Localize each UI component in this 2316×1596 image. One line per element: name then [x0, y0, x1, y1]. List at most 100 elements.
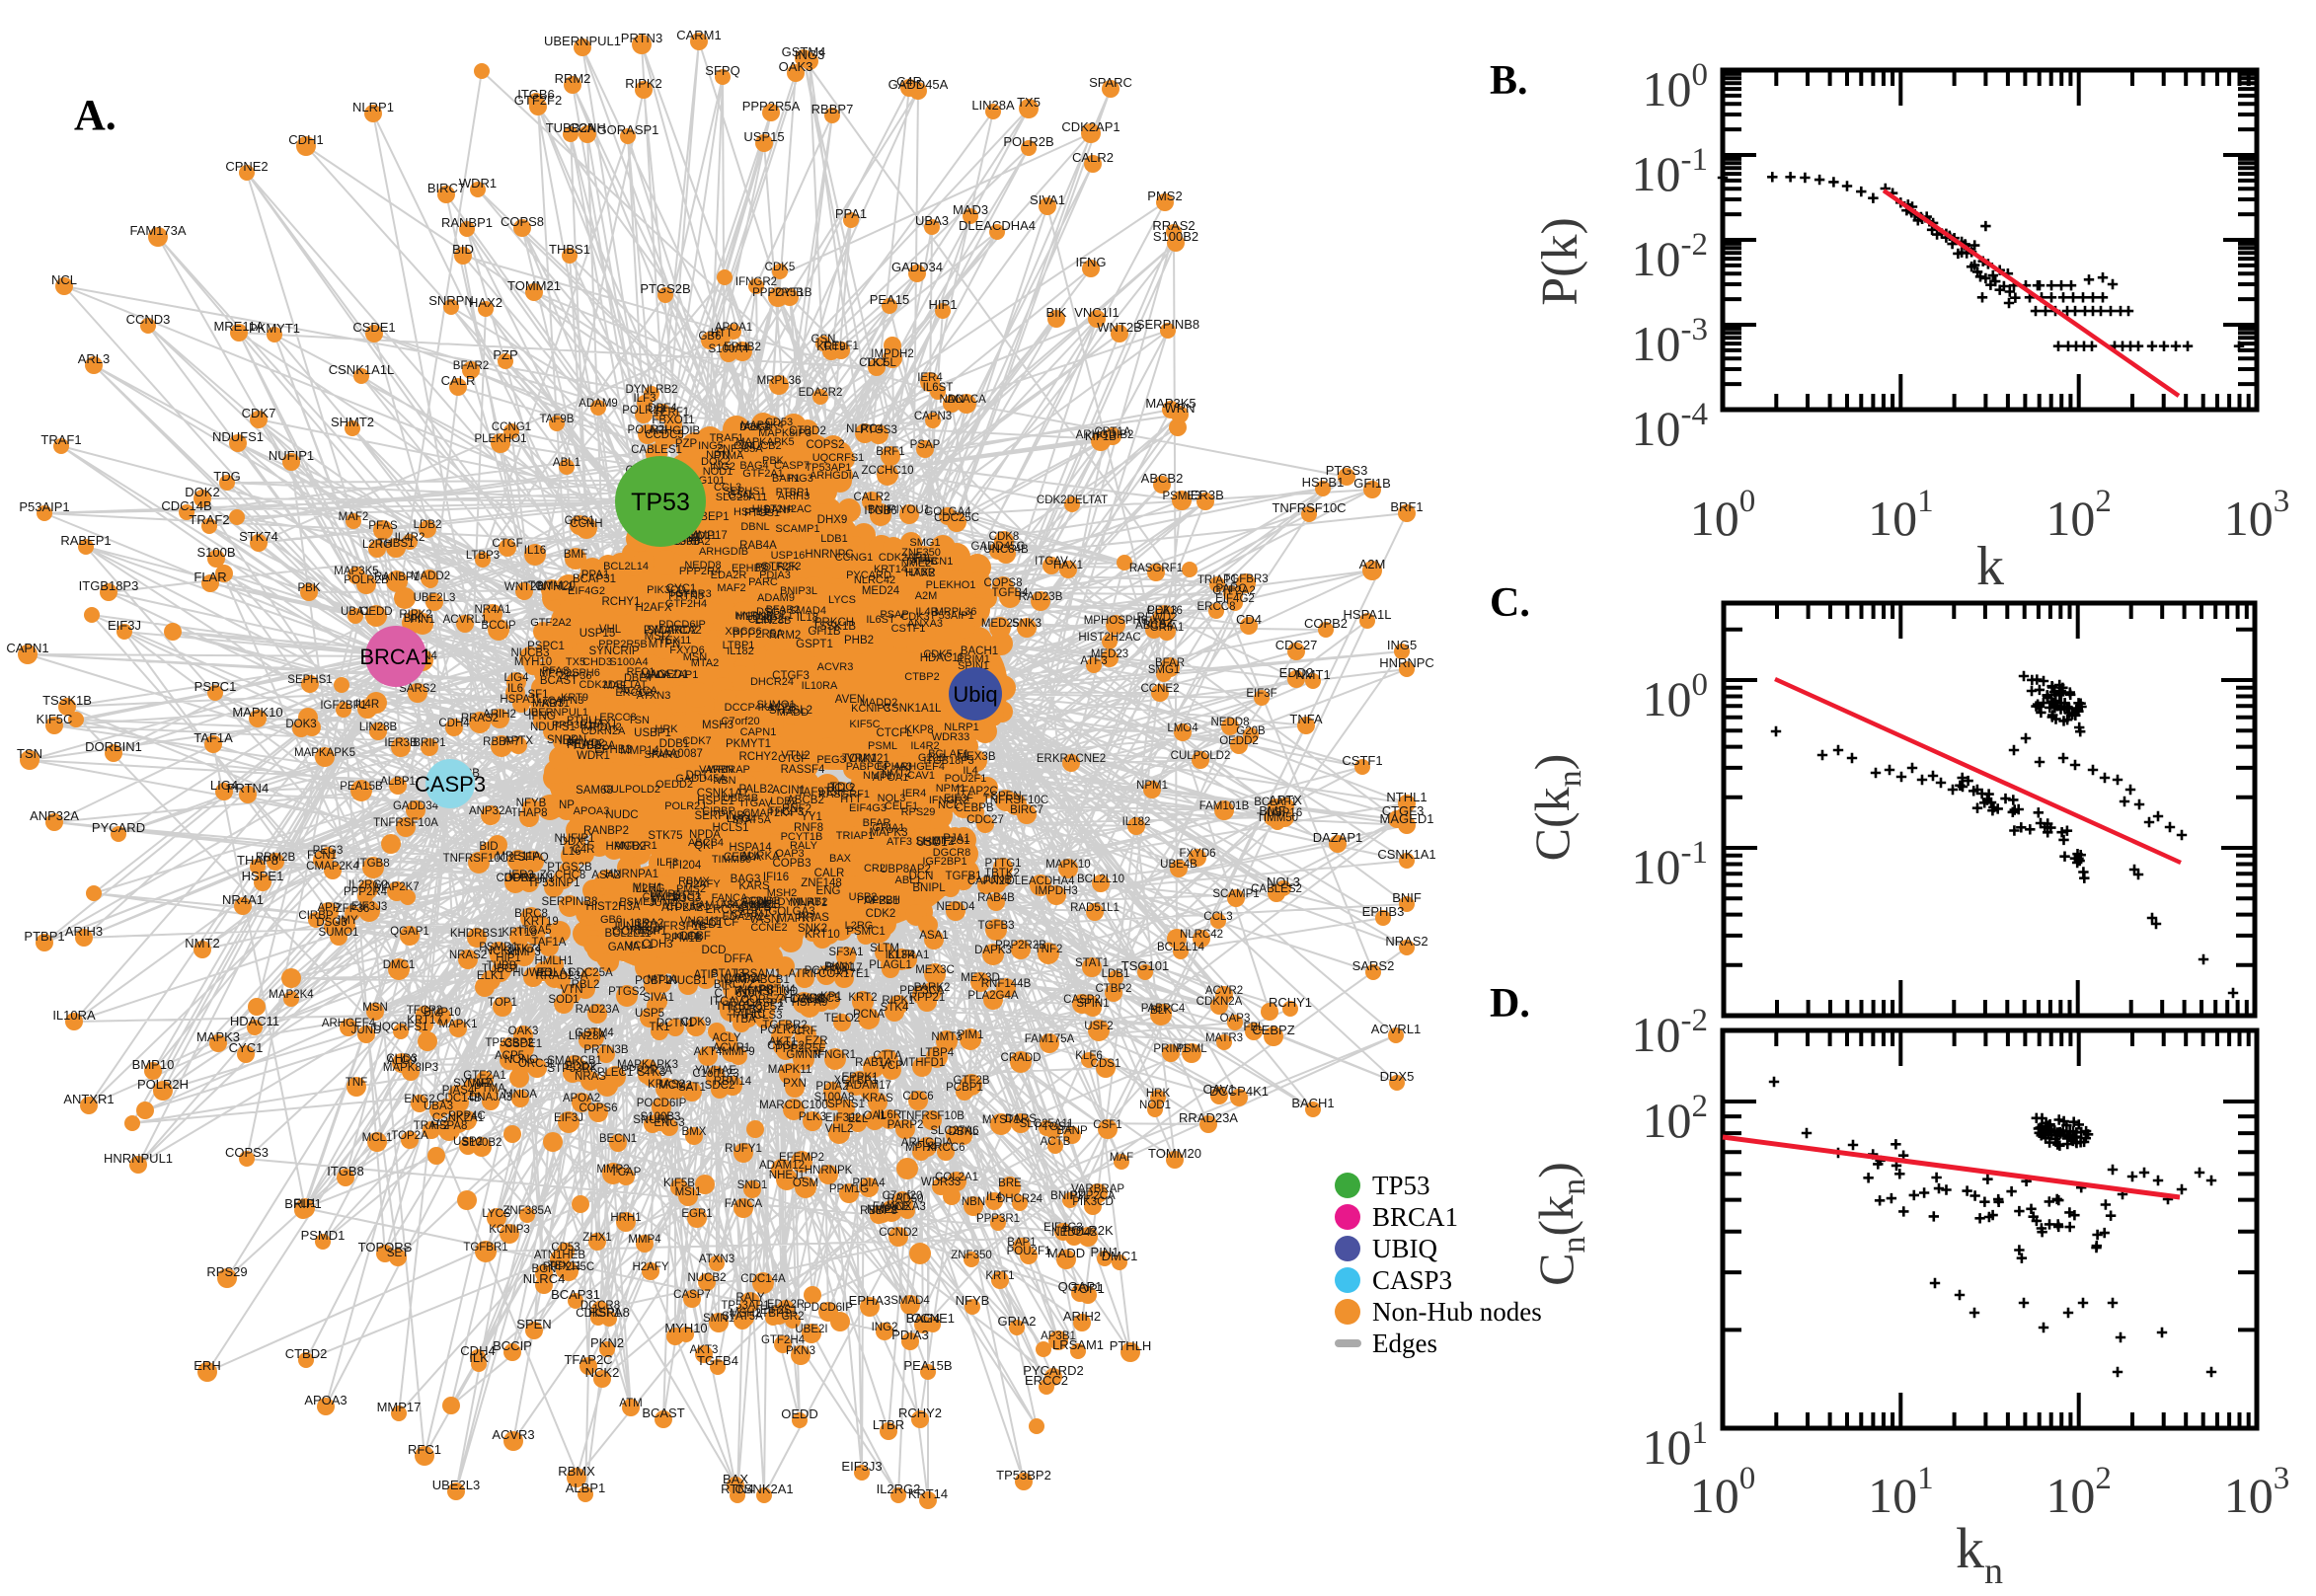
svg-text:TP53BP2: TP53BP2 — [485, 1037, 533, 1049]
svg-text:BIRC8: BIRC8 — [514, 908, 548, 920]
svg-text:ZCCHC10: ZCCHC10 — [861, 465, 913, 477]
svg-text:POLR2B: POLR2B — [1003, 134, 1053, 149]
svg-text:NCK2: NCK2 — [485, 946, 515, 957]
svg-text:CIRBP: CIRBP — [702, 805, 735, 817]
svg-text:NOD1: NOD1 — [1139, 1100, 1171, 1111]
svg-text:QGAP1: QGAP1 — [390, 926, 429, 938]
svg-text:BACH1: BACH1 — [1291, 1096, 1334, 1110]
svg-text:STK4: STK4 — [881, 1002, 909, 1014]
svg-text:CDC14A: CDC14A — [740, 1273, 786, 1285]
svg-text:BCL2L14: BCL2L14 — [603, 561, 649, 572]
svg-text:PSPC1: PSPC1 — [527, 641, 565, 652]
svg-text:CCL3: CCL3 — [1203, 911, 1232, 923]
svg-text:OSM: OSM — [793, 1178, 818, 1189]
svg-text:EDD2: EDD2 — [566, 1061, 596, 1073]
svg-text:HSPB1: HSPB1 — [1302, 475, 1345, 490]
svg-text:CCNG1: CCNG1 — [835, 552, 874, 564]
svg-text:CDK5: CDK5 — [765, 262, 796, 273]
svg-text:ANTXR1: ANTXR1 — [63, 1092, 114, 1106]
svg-text:SMN1: SMN1 — [703, 1313, 734, 1325]
svg-text:TNF: TNF — [346, 1077, 367, 1089]
svg-text:ING5: ING5 — [1387, 638, 1417, 652]
svg-text:C7orf20: C7orf20 — [721, 716, 759, 727]
svg-text:TOMM21: TOMM21 — [507, 278, 561, 293]
svg-text:NFYB: NFYB — [956, 1293, 990, 1308]
svg-text:OEDD: OEDD — [359, 606, 392, 618]
svg-text:NUCB2: NUCB2 — [688, 1272, 727, 1284]
svg-text:BMP10: BMP10 — [424, 1007, 461, 1019]
svg-text:CTGF: CTGF — [492, 538, 522, 550]
svg-text:EPHB3: EPHB3 — [1362, 904, 1405, 919]
svg-text:BRF1: BRF1 — [1390, 499, 1423, 514]
svg-text:USP16: USP16 — [1267, 807, 1302, 819]
svg-text:PLEKHO1: PLEKHO1 — [926, 579, 976, 591]
svg-text:MCL1: MCL1 — [624, 940, 653, 951]
svg-text:TRAF2: TRAF2 — [189, 512, 229, 527]
svg-text:NBN: NBN — [713, 775, 735, 787]
svg-text:PTMA: PTMA — [714, 450, 744, 462]
svg-text:PPA1: PPA1 — [835, 206, 867, 221]
svg-text:MRPL36: MRPL36 — [935, 606, 977, 618]
svg-text:PSME3: PSME3 — [1163, 491, 1201, 502]
svg-text:SFPQ: SFPQ — [705, 63, 739, 78]
svg-text:MSN: MSN — [362, 1002, 388, 1014]
svg-text:KLF6: KLF6 — [674, 931, 700, 943]
svg-text:FXYD6: FXYD6 — [1179, 848, 1215, 860]
svg-text:S100A8: S100A8 — [814, 1092, 855, 1103]
svg-text:RRM2B: RRM2B — [256, 852, 296, 864]
svg-text:BRF1: BRF1 — [876, 446, 904, 458]
svg-text:VARBRAP: VARBRAP — [699, 764, 750, 776]
svg-text:DDX5: DDX5 — [1380, 1069, 1415, 1084]
svg-text:PKMYT1: PKMYT1 — [726, 738, 771, 750]
svg-text:ARL3: ARL3 — [78, 351, 111, 366]
svg-text:UBERNPUL1: UBERNPUL1 — [544, 34, 621, 48]
svg-text:KRT14: KRT14 — [908, 1486, 948, 1501]
svg-text:MADD: MADD — [1047, 1246, 1085, 1260]
svg-text:HNRNPK: HNRNPK — [805, 1165, 853, 1177]
svg-text:LTBP3: LTBP3 — [466, 550, 500, 562]
svg-text:FLI1: FLI1 — [293, 1198, 316, 1210]
svg-text:STAT1: STAT1 — [1075, 957, 1109, 969]
svg-text:TOP1: TOP1 — [1071, 1281, 1105, 1296]
svg-text:VNC1I1: VNC1I1 — [680, 916, 720, 928]
svg-text:ERH: ERH — [637, 925, 659, 937]
svg-text:TAF1A: TAF1A — [193, 730, 233, 745]
svg-text:MED24: MED24 — [862, 585, 900, 597]
svg-text:MAP2K4: MAP2K4 — [269, 989, 314, 1001]
svg-text:KRT1: KRT1 — [985, 1270, 1014, 1282]
svg-text:CCND2: CCND2 — [879, 1227, 918, 1239]
svg-text:CDC6: CDC6 — [902, 1091, 933, 1102]
svg-text:PSML: PSML — [868, 740, 897, 752]
svg-text:DOK3: DOK3 — [285, 719, 316, 730]
svg-text:SMAD4: SMAD4 — [789, 605, 826, 617]
svg-text:GSN: GSN — [728, 490, 751, 501]
svg-text:TRIAP1: TRIAP1 — [836, 830, 875, 842]
svg-text:TSN: TSN — [17, 746, 42, 761]
svg-text:MAP2K4: MAP2K4 — [740, 419, 783, 431]
svg-text:STK74: STK74 — [239, 529, 278, 544]
svg-text:SET: SET — [387, 1248, 409, 1259]
svg-text:GTF2F2: GTF2F2 — [514, 93, 562, 108]
svg-text:BAP1: BAP1 — [772, 473, 800, 485]
svg-text:TGFB3: TGFB3 — [977, 920, 1014, 932]
svg-text:CDC27: CDC27 — [1275, 638, 1318, 652]
svg-text:UBA3: UBA3 — [915, 213, 949, 228]
svg-text:SNK2: SNK2 — [798, 923, 827, 935]
svg-text:FAM101B: FAM101B — [1199, 800, 1250, 812]
svg-text:RBBP7: RBBP7 — [483, 736, 520, 748]
svg-text:A2M: A2M — [1359, 557, 1386, 571]
svg-text:MMP4: MMP4 — [628, 1234, 661, 1246]
svg-text:LDB2: LDB2 — [414, 519, 442, 531]
svg-text:MMP17: MMP17 — [377, 1400, 422, 1414]
svg-text:BANP: BANP — [764, 504, 794, 516]
svg-text:MT1A: MT1A — [648, 974, 678, 986]
svg-text:TDG: TDG — [213, 469, 240, 484]
svg-text:MYH10: MYH10 — [664, 1321, 707, 1335]
svg-text:PARK2: PARK2 — [914, 982, 951, 994]
svg-text:C.: C. — [1490, 580, 1530, 626]
svg-text:APOA3: APOA3 — [304, 1393, 347, 1407]
svg-text:CAPN1: CAPN1 — [740, 726, 777, 738]
svg-text:SLC27A6: SLC27A6 — [930, 1125, 978, 1137]
svg-text:MSN: MSN — [683, 651, 708, 663]
svg-text:CULPOLD2: CULPOLD2 — [603, 784, 660, 796]
